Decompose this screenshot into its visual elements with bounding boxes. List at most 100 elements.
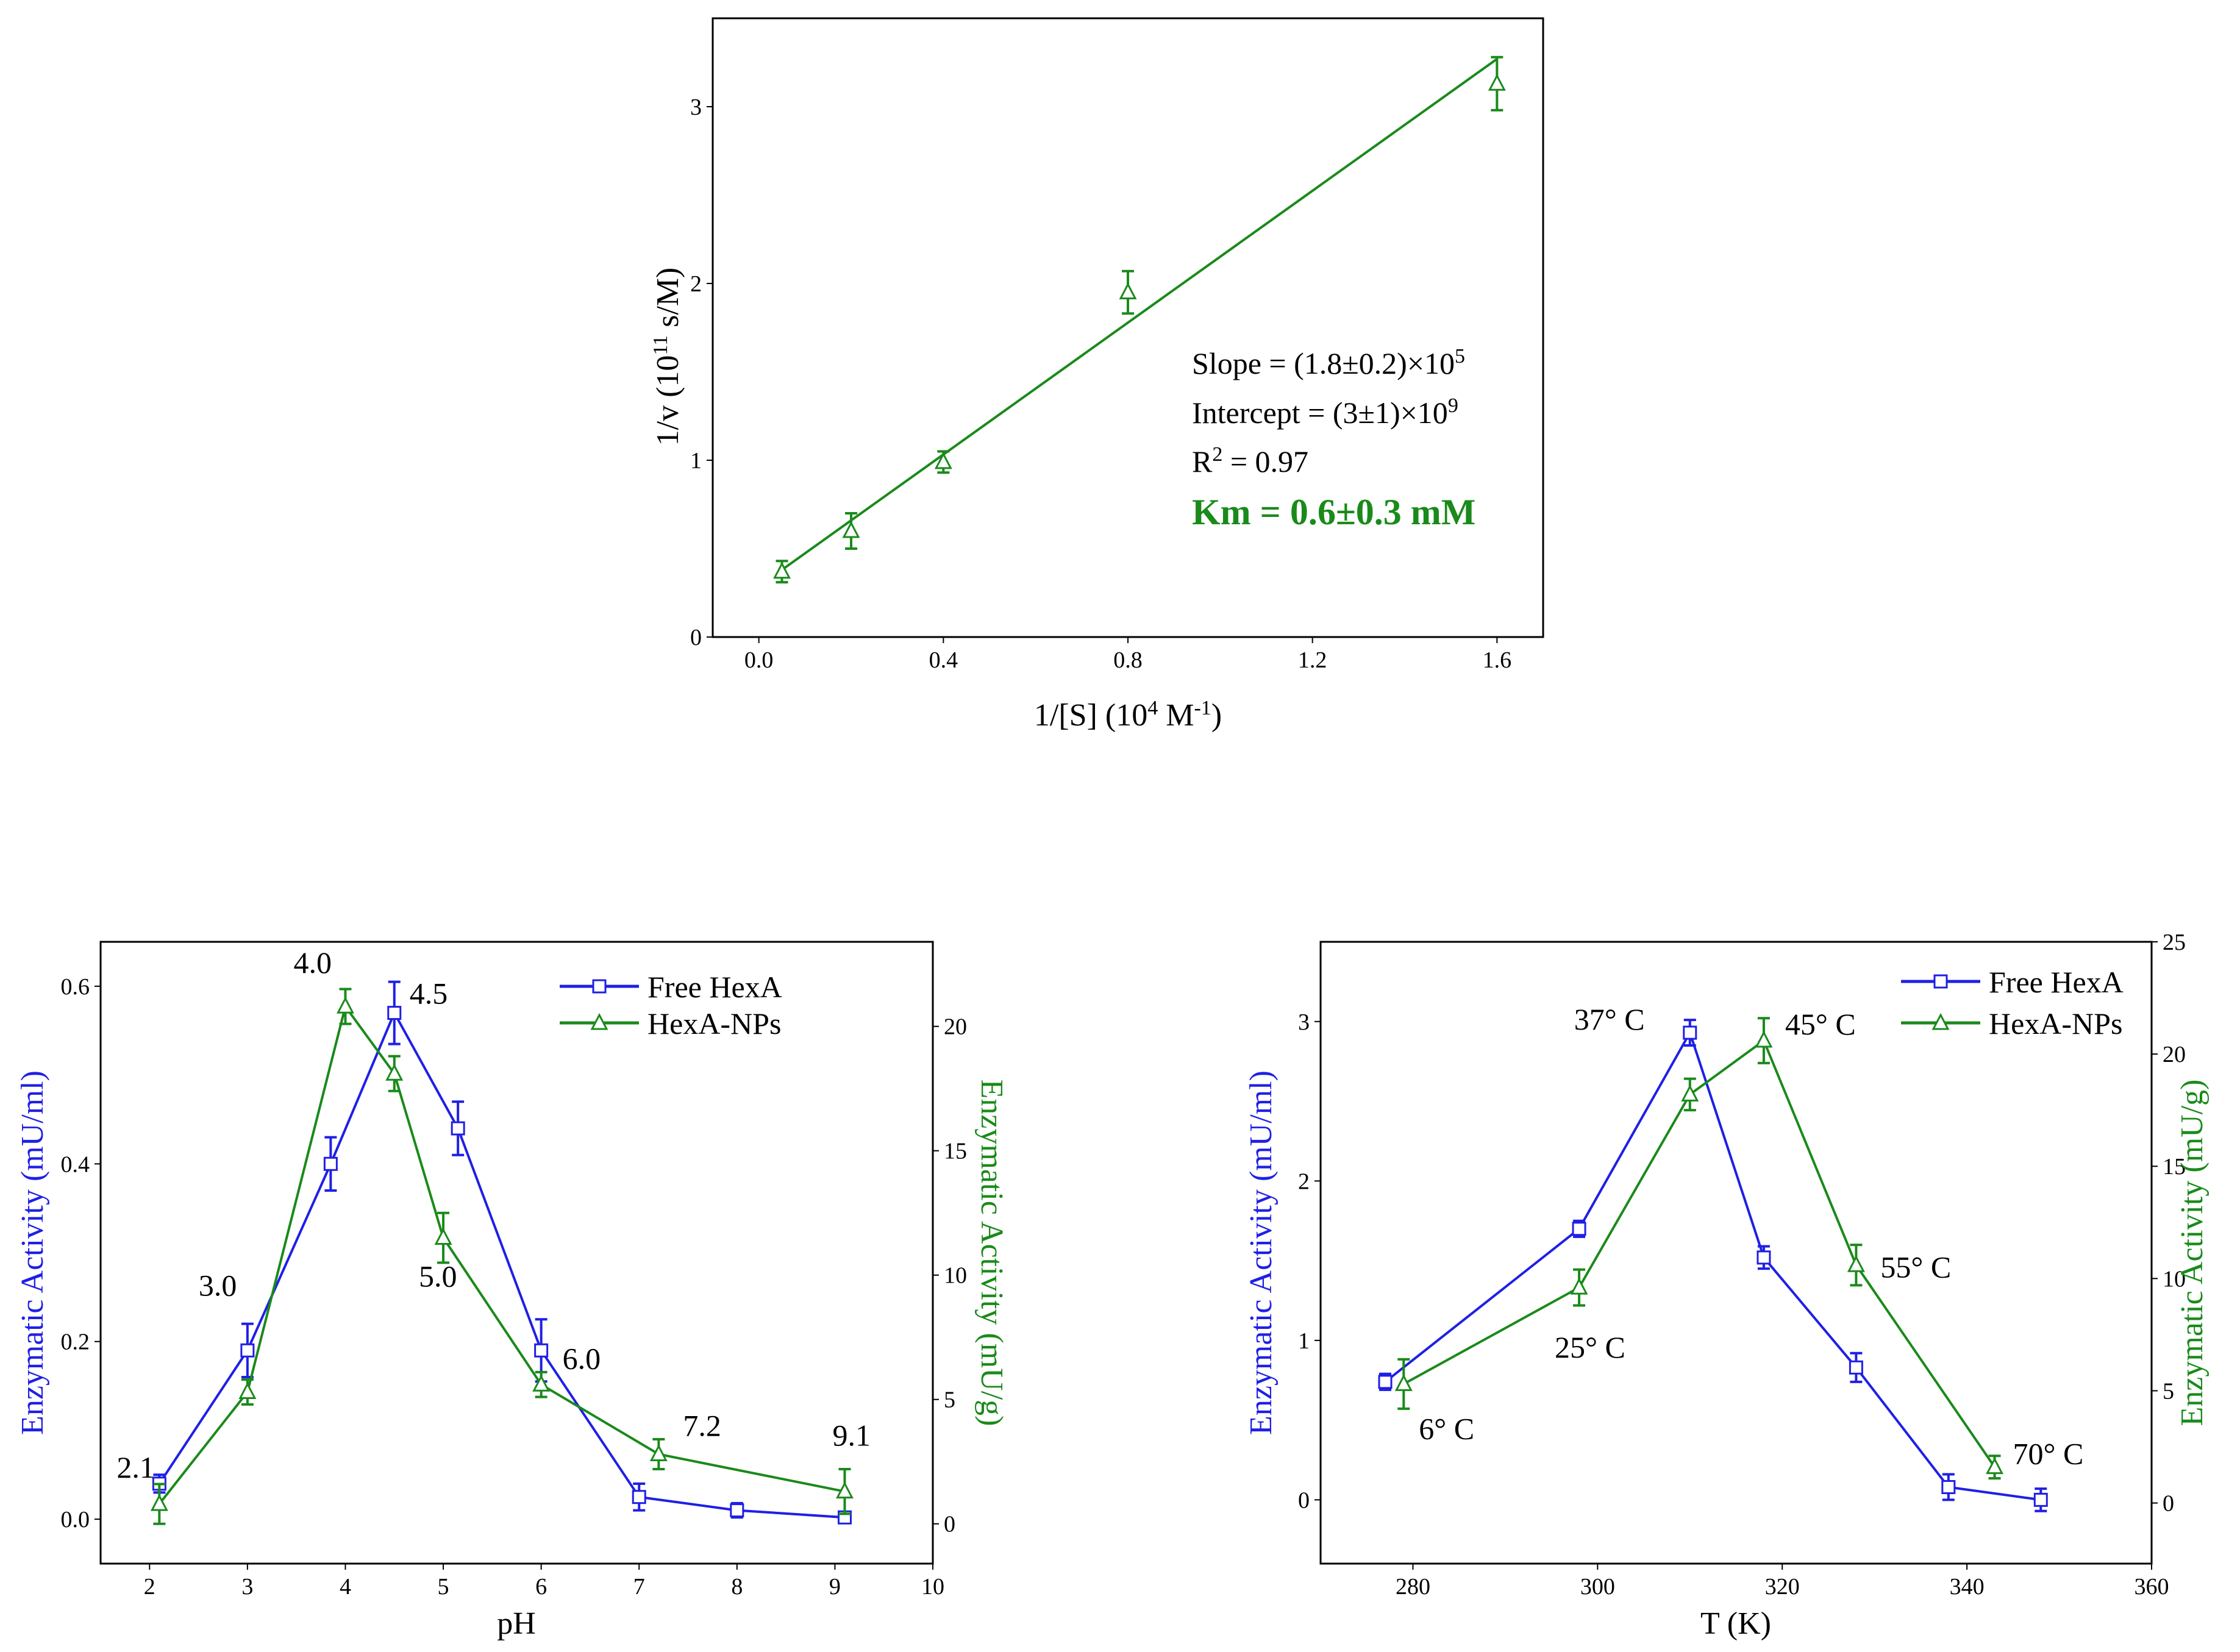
data-point-marker (1570, 1277, 1588, 1295)
point-label: 70° C (2013, 1437, 2084, 1471)
right-y-axis-title: Enzymatic Activity (mU/g) (2175, 1080, 2210, 1426)
x-tick-label: 10 (921, 1574, 944, 1600)
right-y-axis-ticks: 0 5 10 15 20 25 (2152, 930, 2186, 1517)
point-label: 2.1 (116, 1450, 155, 1484)
series-hexa-nps (150, 988, 854, 1525)
x-tick-label: 0.0 (744, 647, 774, 673)
legend-marker-nps (590, 1013, 608, 1030)
x-axis-title: 1/[S] (104 M-1) (1034, 697, 1222, 733)
series-line (1403, 1038, 1996, 1468)
right-y-tick-label: 5 (944, 1387, 955, 1413)
data-point-marker (238, 1382, 257, 1399)
point-label: 3.0 (199, 1268, 237, 1302)
left-y-tick-label: 2 (690, 271, 702, 297)
point-labels-group: 6° C 25° C 37° C 45° C 55° C 70° C (1419, 1002, 2083, 1471)
legend: Free HexA HexA-NPs (1901, 965, 2124, 1041)
point-label: 9.1 (832, 1419, 871, 1453)
data-point-marker (1378, 1375, 1393, 1389)
left-y-axis-ticks: 0.0 0.2 0.4 0.6 (61, 974, 101, 1533)
data-point-marker (835, 1481, 854, 1499)
fit-line (781, 58, 1498, 571)
ph-profile-chart: 2 3 4 5 6 7 8 9 10 0.0 0.2 0.4 0.6 0 5 10 15 20 2.1 3.0 4… (15, 941, 1009, 1641)
x-axis-title: T (K) (1700, 1606, 1771, 1641)
right-y-tick-label: 10 (2163, 1266, 2186, 1292)
x-tick-label: 0.8 (1113, 647, 1143, 673)
legend-marker-free (1933, 974, 1948, 989)
data-point-marker (534, 1343, 549, 1358)
series-line (158, 1009, 845, 1519)
x-axis-ticks: 0.0 0.4 0.8 1.2 1.6 (744, 637, 1511, 673)
data-point-marker (323, 1156, 338, 1171)
data-point-marker (385, 1063, 404, 1081)
data-point-marker (434, 1228, 452, 1245)
point-label: 4.5 (410, 977, 448, 1011)
x-tick-label: 4 (340, 1574, 351, 1600)
legend-label-free: Free HexA (647, 970, 782, 1004)
x-axis-ticks: 2 3 4 5 6 7 8 9 10 (144, 1564, 944, 1600)
data-points-group (773, 55, 1506, 584)
x-tick-label: 6 (535, 1574, 547, 1600)
point-label: 4.0 (293, 945, 332, 980)
left-y-axis-title: Enzymatic Activity (mU/ml) (1244, 1070, 1279, 1435)
right-y-tick-label: 0 (944, 1512, 955, 1537)
x-tick-label: 280 (1396, 1574, 1430, 1600)
x-tick-label: 0.4 (929, 647, 958, 673)
legend-label-free: Free HexA (1989, 965, 2124, 999)
right-y-tick-label: 15 (944, 1139, 967, 1164)
legend-marker-nps (1931, 1013, 1950, 1030)
data-point-marker (1847, 1255, 1865, 1272)
x-axis-ticks: 280 300 320 340 360 (1396, 1564, 2169, 1600)
x-tick-label: 3 (241, 1574, 253, 1600)
right-y-tick-label: 0 (2163, 1491, 2174, 1517)
point-label: 7.2 (683, 1408, 721, 1442)
data-point-marker (632, 1490, 646, 1504)
left-y-tick-label: 0.6 (61, 974, 90, 1000)
fit-line-group (781, 58, 1498, 571)
series-hexa-nps (1394, 1017, 2004, 1480)
left-y-tick-label: 3 (1298, 1009, 1310, 1035)
data-point-marker (1755, 1030, 1773, 1048)
y-axis-title: 1/v (1011 s/M) (649, 268, 685, 446)
temperature-profile-chart: 280 300 320 340 360 0 1 2 3 0 5 10 15 20 25 6° C 25° … (1244, 930, 2210, 1641)
x-tick-label: 9 (829, 1574, 841, 1600)
data-point-marker (240, 1343, 255, 1358)
left-y-axis-title: Enzymatic Activity (mU/ml) (15, 1070, 50, 1435)
point-label: 6° C (1419, 1411, 1474, 1445)
data-point-marker (730, 1503, 744, 1518)
right-y-axis-title: Enzymatic Activity (mU/g) (974, 1080, 1009, 1426)
left-y-tick-label: 0 (1298, 1487, 1310, 1513)
point-label: 6.0 (563, 1341, 601, 1375)
data-point-marker (1757, 1250, 1771, 1265)
y-axis-ticks: 0 1 2 3 (690, 94, 713, 650)
point-label: 5.0 (419, 1259, 457, 1294)
km-annotation: Km = 0.6±0.3 mM (1192, 492, 1475, 532)
data-point-marker (2033, 1492, 2048, 1507)
left-y-tick-label: 0 (690, 625, 702, 650)
x-tick-label: 7 (633, 1574, 645, 1600)
plot-frame (712, 17, 1544, 638)
x-tick-label: 300 (1580, 1574, 1615, 1600)
data-point-marker (1119, 282, 1137, 299)
left-y-tick-label: 2 (1298, 1169, 1310, 1194)
right-y-axis-ticks: 0 5 10 15 20 (933, 1014, 967, 1537)
data-point-marker (1986, 1457, 2004, 1475)
data-point-marker (1941, 1479, 1956, 1494)
point-labels-group: 2.1 3.0 4.0 4.5 5.0 6.0 7.2 9.1 (116, 945, 871, 1484)
r-squared-annotation: R2 = 0.97 (1192, 443, 1308, 479)
right-y-tick-label: 5 (2163, 1378, 2174, 1404)
legend: Free HexA HexA-NPs (560, 970, 782, 1041)
data-point-marker (1572, 1222, 1586, 1236)
data-point-marker (1394, 1374, 1413, 1391)
left-y-tick-label: 1 (690, 448, 702, 474)
right-y-tick-label: 10 (944, 1263, 967, 1289)
data-point-marker (1681, 1084, 1699, 1102)
data-point-marker (451, 1121, 465, 1136)
left-y-tick-label: 0.0 (61, 1507, 90, 1533)
series-free-hexa (1378, 1019, 2048, 1512)
data-point-marker (336, 996, 354, 1014)
legend-label-nps: HexA-NPs (647, 1006, 781, 1041)
data-point-marker (1849, 1360, 1863, 1375)
x-tick-label: 1.6 (1483, 647, 1512, 673)
lineweaver-burk-chart: 0.0 0.4 0.8 1.2 1.6 0 1 2 3 1/[S] (104 M-1) 1/v… (649, 17, 1544, 733)
point-label: 37° C (1574, 1002, 1645, 1036)
